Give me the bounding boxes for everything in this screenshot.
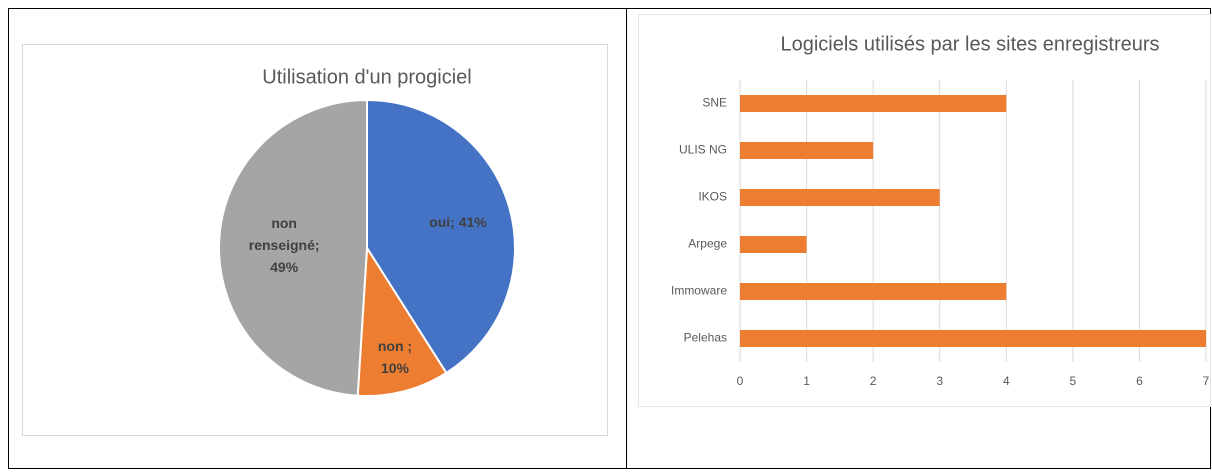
bar bbox=[740, 236, 807, 253]
y-tick-label: ULIS NG bbox=[679, 143, 727, 157]
x-tick-label: 1 bbox=[803, 374, 810, 388]
y-tick-label: Pelehas bbox=[684, 331, 727, 345]
x-tick-label: 5 bbox=[1070, 374, 1077, 388]
pie-slice bbox=[356, 244, 448, 397]
bar bbox=[740, 95, 1007, 112]
bar-chart-frame bbox=[638, 14, 1211, 407]
pie-label: non ; 10% bbox=[377, 337, 413, 376]
x-tick-label: 6 bbox=[1136, 374, 1143, 388]
bar bbox=[740, 142, 874, 159]
x-tick-label: 4 bbox=[1003, 374, 1010, 388]
y-tick-label: Arpege bbox=[688, 237, 727, 251]
x-tick-label: 0 bbox=[737, 374, 744, 388]
bar-title: Logiciels utilisés par les sites enregis… bbox=[780, 33, 1159, 55]
pie-label: oui; 41% bbox=[429, 213, 487, 230]
bar bbox=[740, 283, 1007, 300]
bar bbox=[740, 189, 940, 206]
x-tick-label: 7 bbox=[1203, 374, 1210, 388]
y-tick-label: Immoware bbox=[671, 284, 727, 298]
y-tick-label: SNE bbox=[702, 96, 727, 110]
y-tick-label: IKOS bbox=[698, 190, 727, 204]
x-tick-label: 3 bbox=[936, 374, 943, 388]
x-tick-label: 2 bbox=[870, 374, 877, 388]
pie-slice bbox=[218, 98, 368, 397]
bar bbox=[740, 330, 1206, 347]
pie-title: Utilisation d'un progiciel bbox=[262, 66, 471, 88]
pie-label: non renseigné; 49% bbox=[248, 215, 320, 276]
